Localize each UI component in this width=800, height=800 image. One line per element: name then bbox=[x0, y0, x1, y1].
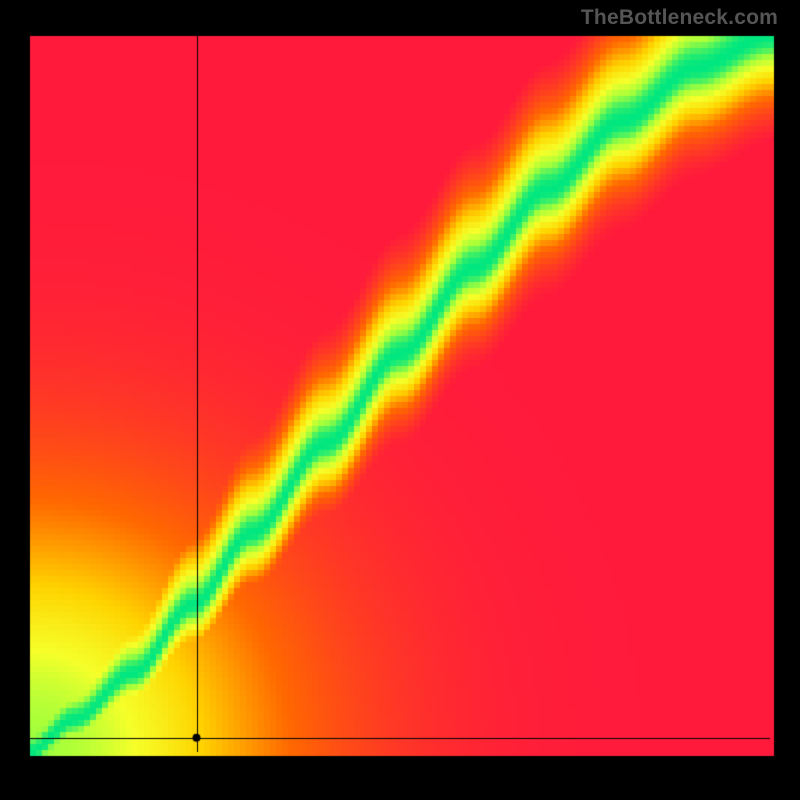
chart-container: { "meta": { "watermark": "TheBottleneck.… bbox=[0, 0, 800, 800]
heatmap-canvas bbox=[0, 0, 800, 800]
watermark-text: TheBottleneck.com bbox=[581, 6, 778, 30]
